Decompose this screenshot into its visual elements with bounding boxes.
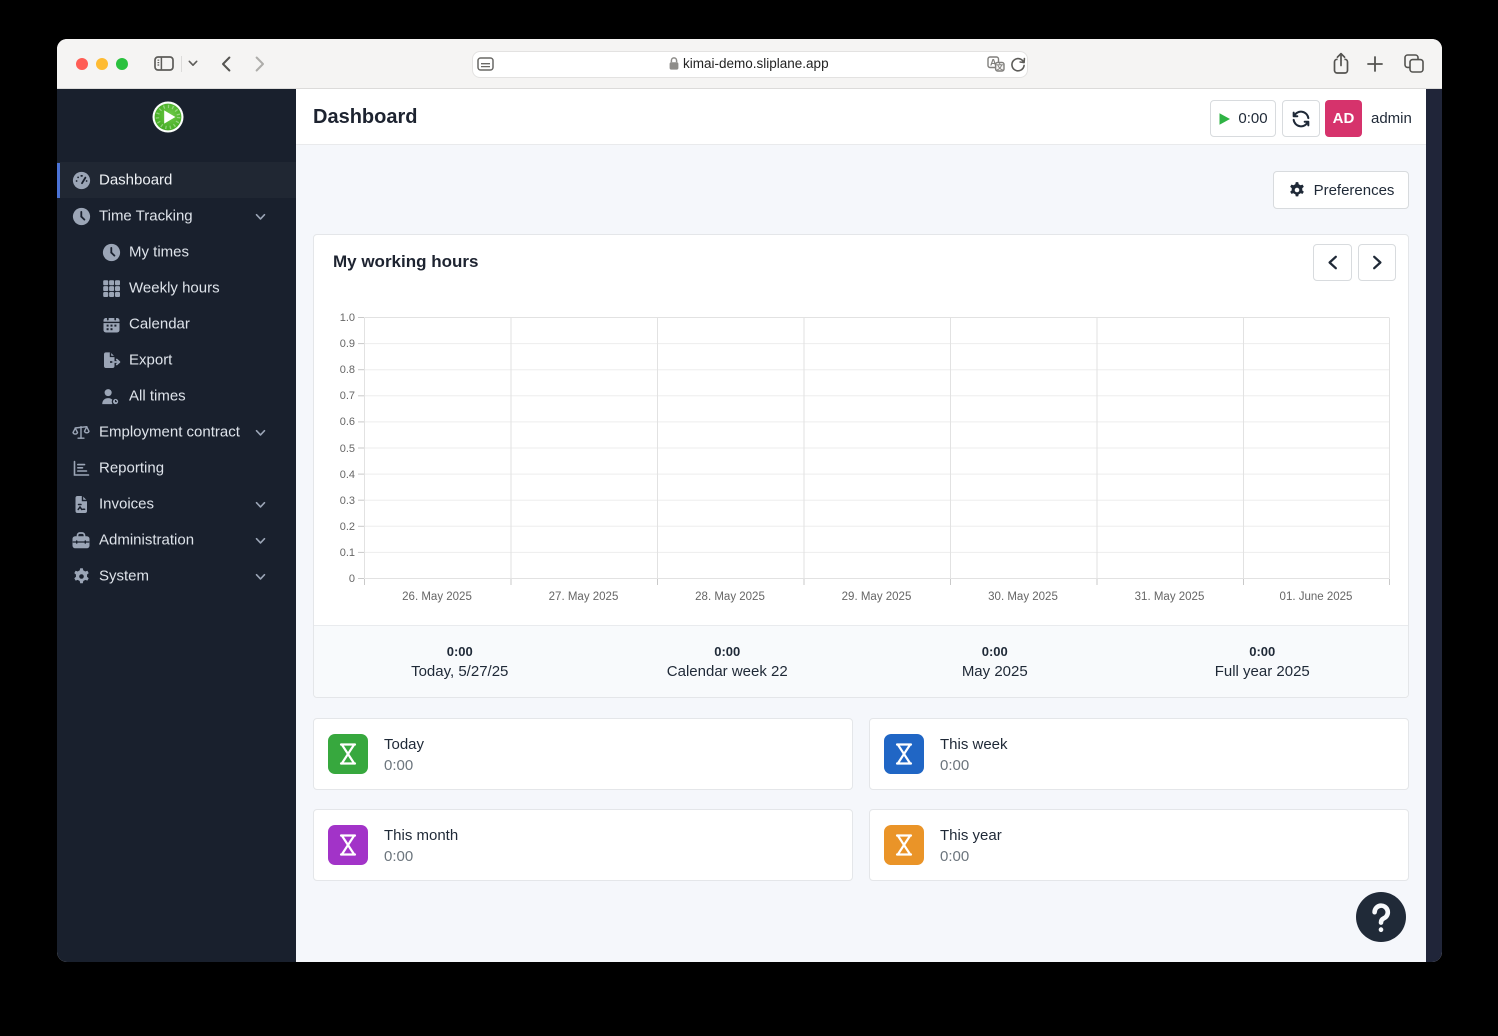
svg-text:文: 文 (996, 61, 1004, 71)
svg-text:A: A (990, 58, 997, 68)
